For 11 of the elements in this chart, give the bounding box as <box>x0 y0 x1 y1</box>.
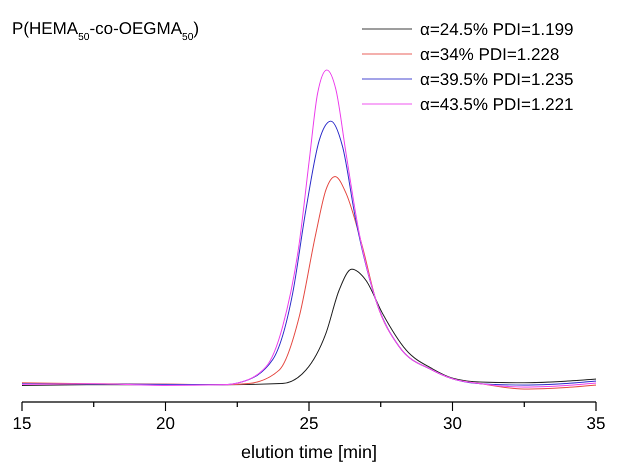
x-tick-label: 25 <box>300 414 318 433</box>
x-tick-label: 30 <box>443 414 462 433</box>
x-axis-title: elution time [min] <box>240 442 378 462</box>
legend-label: α=24.5% PDI=1.199 <box>420 20 574 39</box>
x-tick-label: 15 <box>12 414 32 433</box>
chart-title: P(HEMA$_{50}$-co-OEGMA$_{50}$) <box>12 19 200 42</box>
legend-label: α=43.5% PDI=1.221 <box>420 95 574 114</box>
x-tick-label: 35 <box>586 414 606 433</box>
x-tick-label: 20 <box>156 414 175 433</box>
legend-label: α=39.5% PDI=1.235 <box>420 70 574 89</box>
legend-label: α=34% PDI=1.228 <box>420 45 560 64</box>
